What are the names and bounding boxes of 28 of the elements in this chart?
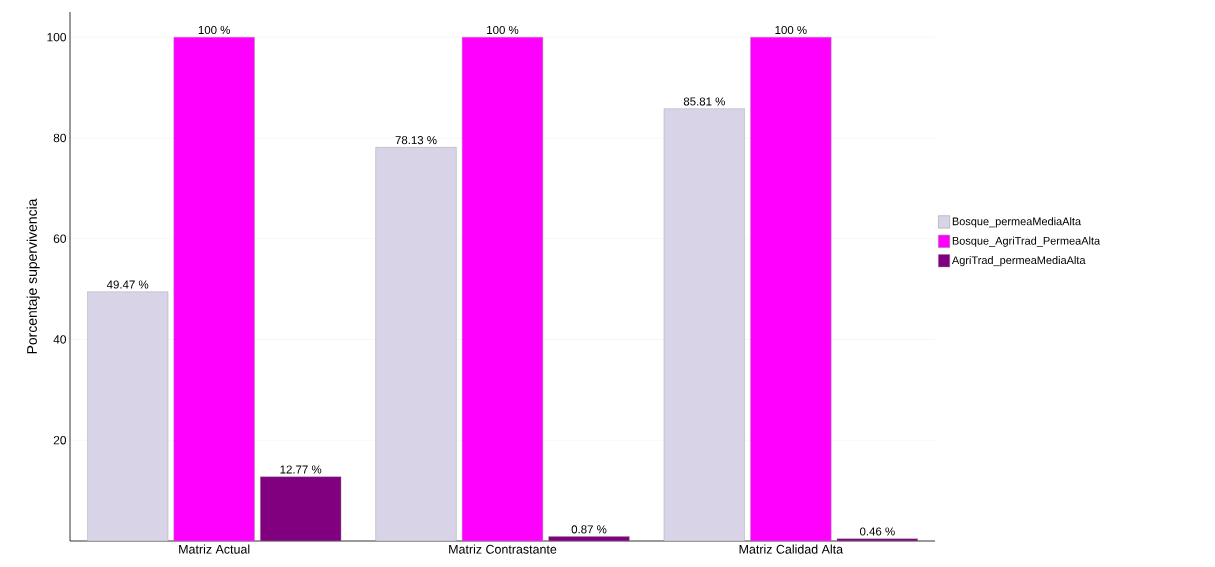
data-label: 85.81 % — [683, 97, 725, 106]
data-label: 100 % — [198, 25, 230, 34]
bar — [461, 36, 544, 541]
bar — [750, 36, 832, 541]
y-axis-title: Porcentaje supervivencia — [26, 198, 40, 354]
legend-label: Bosque_AgriTrad_PermeaAlta — [952, 236, 1101, 247]
bar — [260, 476, 342, 541]
data-label: 49.47 % — [106, 280, 149, 289]
y-tick-label: 60 — [53, 234, 67, 243]
x-tick-label: Matriz Actual — [179, 544, 250, 554]
x-tick-label: Matriz Contrastante — [449, 544, 557, 554]
data-label: 100 % — [487, 25, 519, 34]
bar — [87, 291, 169, 541]
y-tick-label: 80 — [53, 133, 67, 143]
data-label: 78.13 % — [395, 136, 437, 145]
legend-label: AgriTrad_permeaMediaAlta — [951, 256, 1086, 267]
data-label: 0.87 % — [571, 525, 607, 534]
bar — [375, 147, 457, 541]
x-tick-label: Matriz Calidad Alta — [739, 544, 844, 554]
y-tick-label: 100 — [47, 32, 67, 42]
bar — [173, 36, 255, 541]
data-label: 100 % — [775, 25, 807, 34]
data-label: 12.77 % — [280, 465, 322, 474]
bar — [663, 108, 745, 541]
legend-label: Bosque_permeaMediaAlta — [952, 217, 1082, 228]
y-tick-label: 40 — [53, 335, 67, 344]
data-label: 0.46 % — [859, 527, 895, 536]
y-tick-label: 20 — [53, 436, 67, 445]
